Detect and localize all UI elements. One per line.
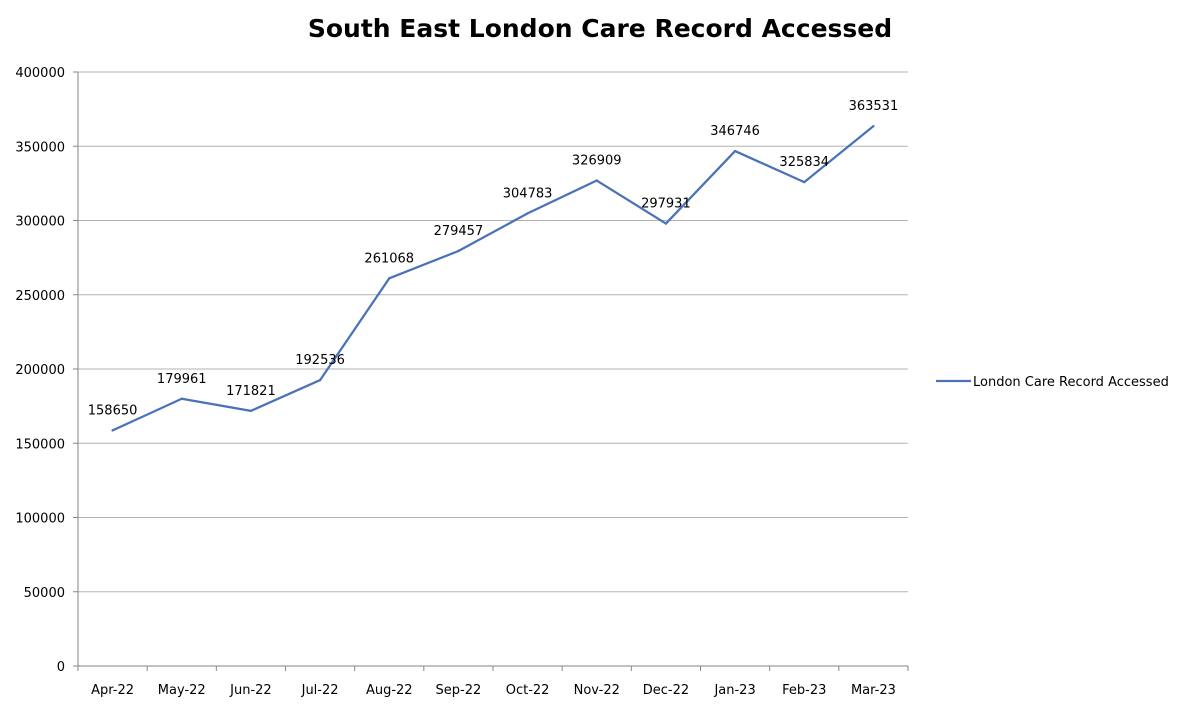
data-label: 171821 (226, 384, 276, 399)
x-tick-label: Apr-22 (91, 683, 134, 698)
y-tick-label: 350000 (15, 140, 65, 155)
x-tick-label: Jan-23 (713, 683, 755, 698)
x-tick-label: Dec-22 (643, 683, 689, 698)
y-tick-label: 0 (57, 660, 65, 675)
data-point (388, 277, 391, 280)
y-tick-label: 250000 (15, 289, 65, 304)
data-label: 363531 (849, 99, 899, 114)
data-point (733, 149, 737, 153)
x-tick-label: Oct-22 (506, 683, 550, 698)
y-tick-labels: 0 50000 100000 150000 200000 250000 300000 3500… (15, 66, 65, 675)
x-tick-label: Aug-22 (366, 683, 413, 698)
chart-title: South East London Care Record Accessed (307, 14, 893, 43)
x-tick-label: Jun-22 (229, 683, 272, 698)
data-point (318, 378, 322, 382)
data-point (872, 124, 875, 128)
data-label: 304783 (503, 186, 553, 201)
data-label: 158650 (88, 403, 138, 418)
y-tick-label: 400000 (15, 66, 65, 81)
data-label: 192536 (295, 353, 345, 368)
gridlines (78, 71, 908, 593)
data-point (595, 179, 598, 182)
axes (73, 71, 909, 671)
series-lines (111, 124, 875, 432)
data-label: 179961 (157, 372, 207, 387)
y-tick-label: 150000 (15, 437, 65, 452)
data-point (457, 249, 460, 253)
x-tick-label: Mar-23 (851, 683, 896, 698)
x-tick-label: Nov-22 (574, 683, 620, 698)
data-label: 326909 (572, 154, 622, 169)
y-tick-label: 300000 (15, 215, 65, 230)
legend: London Care Record Accessed (936, 375, 1169, 390)
data-point (664, 222, 668, 225)
x-tick-labels: Apr-22 May-22 Jun-22 Jul-22 Aug-22 Sep-22 Oct-… (91, 683, 896, 698)
data-label: 279457 (434, 224, 484, 239)
data-point (803, 180, 806, 184)
x-tick-label: Feb-23 (782, 683, 826, 698)
data-point (180, 397, 183, 400)
series-line (112, 125, 875, 432)
data-label: 325834 (779, 155, 829, 170)
data-labels: 158650 179961 171821 192536 261068 279457 3047… (88, 99, 898, 418)
y-tick-label: 50000 (24, 586, 65, 601)
y-tick-label: 200000 (15, 363, 65, 378)
data-point (526, 212, 529, 215)
data-point (111, 429, 114, 432)
data-point (249, 409, 253, 413)
x-tick-label: May-22 (158, 683, 206, 698)
data-label: 261068 (364, 251, 414, 266)
legend-label: London Care Record Accessed (973, 375, 1169, 390)
data-label: 346746 (710, 124, 760, 139)
y-tick-label: 100000 (15, 512, 65, 527)
x-tick-label: Sep-22 (436, 683, 482, 698)
x-tick-label: Jul-22 (301, 683, 339, 698)
data-label: 297931 (641, 197, 691, 212)
